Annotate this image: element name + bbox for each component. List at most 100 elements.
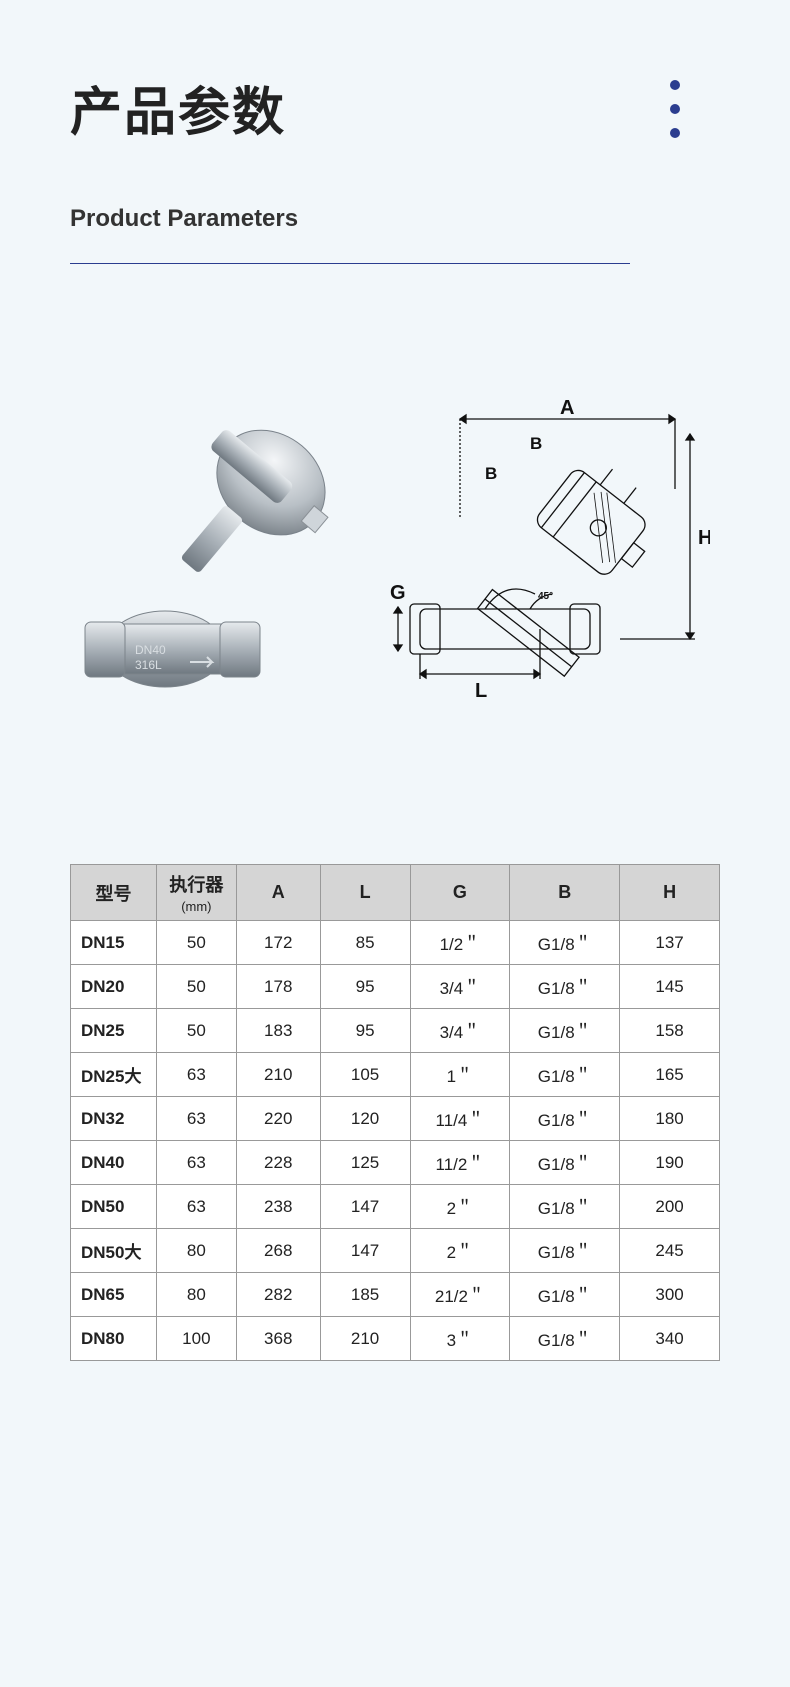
cell-H: 300 — [620, 1273, 720, 1317]
col-header-H: H — [620, 865, 720, 921]
cell-exec: 50 — [156, 921, 236, 965]
table-row: DN406322812511/2＂G1/8＂190 — [71, 1141, 720, 1185]
cell-A: 183 — [236, 1009, 320, 1053]
cell-model: DN20 — [71, 965, 157, 1009]
cell-L: 85 — [320, 921, 410, 965]
cell-L: 95 — [320, 965, 410, 1009]
dim-label-A: A — [560, 399, 574, 419]
product-photo: DN40 316L — [80, 384, 370, 704]
cell-A: 210 — [236, 1053, 320, 1097]
cell-G: 3/4＂ — [410, 965, 510, 1009]
cell-B: G1/8＂ — [510, 1009, 620, 1053]
col-header-A: A — [236, 865, 320, 921]
cell-L: 105 — [320, 1053, 410, 1097]
cell-L: 125 — [320, 1141, 410, 1185]
cell-G: 21/2＂ — [410, 1273, 510, 1317]
cell-model: DN65 — [71, 1273, 157, 1317]
dim-label-H: H — [698, 527, 710, 549]
table-row: DN801003682103＂G1/8＂340 — [71, 1317, 720, 1361]
cell-H: 137 — [620, 921, 720, 965]
cell-exec: 80 — [156, 1229, 236, 1273]
cell-A: 268 — [236, 1229, 320, 1273]
cell-G: 3＂ — [410, 1317, 510, 1361]
cell-exec: 80 — [156, 1273, 236, 1317]
col-header-model: 型号 — [71, 865, 157, 921]
cell-A: 172 — [236, 921, 320, 965]
cell-G: 3/4＂ — [410, 1009, 510, 1053]
decorative-dots — [670, 80, 680, 138]
dim-label-L: L — [475, 680, 487, 702]
cell-B: G1/8＂ — [510, 921, 620, 965]
cell-H: 165 — [620, 1053, 720, 1097]
cell-H: 180 — [620, 1097, 720, 1141]
cell-G: 2＂ — [410, 1185, 510, 1229]
table-body: DN1550172851/2＂G1/8＂137DN2050178953/4＂G1… — [71, 921, 720, 1361]
cell-H: 245 — [620, 1229, 720, 1273]
table-row: DN25大632101051＂G1/8＂165 — [71, 1053, 720, 1097]
cell-exec: 50 — [156, 1009, 236, 1053]
header-rule — [70, 263, 630, 264]
cell-A: 238 — [236, 1185, 320, 1229]
cell-model: DN50大 — [71, 1229, 157, 1273]
table-head: 型号 执行器 (mm) A L G B H — [71, 865, 720, 921]
cell-H: 145 — [620, 965, 720, 1009]
cell-H: 190 — [620, 1141, 720, 1185]
col-header-L: L — [320, 865, 410, 921]
cell-L: 147 — [320, 1229, 410, 1273]
cell-model: DN40 — [71, 1141, 157, 1185]
cell-A: 228 — [236, 1141, 320, 1185]
cell-H: 200 — [620, 1185, 720, 1229]
cell-B: G1/8＂ — [510, 1053, 620, 1097]
cell-exec: 63 — [156, 1141, 236, 1185]
cell-L: 95 — [320, 1009, 410, 1053]
cell-A: 282 — [236, 1273, 320, 1317]
table-row: DN2050178953/4＂G1/8＂145 — [71, 965, 720, 1009]
table-row: DN326322012011/4＂G1/8＂180 — [71, 1097, 720, 1141]
dot-icon — [670, 80, 680, 90]
col-header-exec-label: 执行器 — [169, 875, 223, 895]
cell-exec: 100 — [156, 1317, 236, 1361]
col-header-exec-unit: (mm) — [157, 899, 236, 914]
cell-L: 120 — [320, 1097, 410, 1141]
cell-A: 178 — [236, 965, 320, 1009]
cell-L: 147 — [320, 1185, 410, 1229]
cell-B: G1/8＂ — [510, 1273, 620, 1317]
cell-B: G1/8＂ — [510, 1317, 620, 1361]
cell-L: 185 — [320, 1273, 410, 1317]
svg-text:316L: 316L — [135, 658, 162, 672]
table-row: DN1550172851/2＂G1/8＂137 — [71, 921, 720, 965]
cell-G: 1＂ — [410, 1053, 510, 1097]
table-row: DN50632381472＂G1/8＂200 — [71, 1185, 720, 1229]
cell-exec: 63 — [156, 1097, 236, 1141]
title-chinese: 产品参数 — [70, 70, 720, 145]
cell-model: DN50 — [71, 1185, 157, 1229]
cell-model: DN15 — [71, 921, 157, 965]
dim-label-G: G — [390, 582, 406, 604]
cell-exec: 63 — [156, 1185, 236, 1229]
dim-label-B2: B — [485, 464, 497, 483]
cell-A: 220 — [236, 1097, 320, 1141]
cell-B: G1/8＂ — [510, 965, 620, 1009]
cell-G: 2＂ — [410, 1229, 510, 1273]
col-header-B: B — [510, 865, 620, 921]
col-header-exec: 执行器 (mm) — [156, 865, 236, 921]
cell-H: 340 — [620, 1317, 720, 1361]
cell-G: 1/2＂ — [410, 921, 510, 965]
cell-B: G1/8＂ — [510, 1141, 620, 1185]
cell-G: 11/4＂ — [410, 1097, 510, 1141]
cell-A: 368 — [236, 1317, 320, 1361]
cell-model: DN32 — [71, 1097, 157, 1141]
dot-icon — [670, 104, 680, 114]
dimension-diagram: A B B H G L 45° — [390, 399, 710, 704]
cell-model: DN80 — [71, 1317, 157, 1361]
cell-G: 11/2＂ — [410, 1141, 510, 1185]
dot-icon — [670, 128, 680, 138]
dim-label-angle: 45° — [538, 591, 553, 602]
cell-exec: 50 — [156, 965, 236, 1009]
cell-model: DN25大 — [71, 1053, 157, 1097]
header: 产品参数 Product Parameters — [70, 70, 720, 264]
table-row: DN658028218521/2＂G1/8＂300 — [71, 1273, 720, 1317]
dim-label-B1: B — [530, 434, 542, 453]
cell-B: G1/8＂ — [510, 1229, 620, 1273]
title-english: Product Parameters — [70, 205, 720, 233]
